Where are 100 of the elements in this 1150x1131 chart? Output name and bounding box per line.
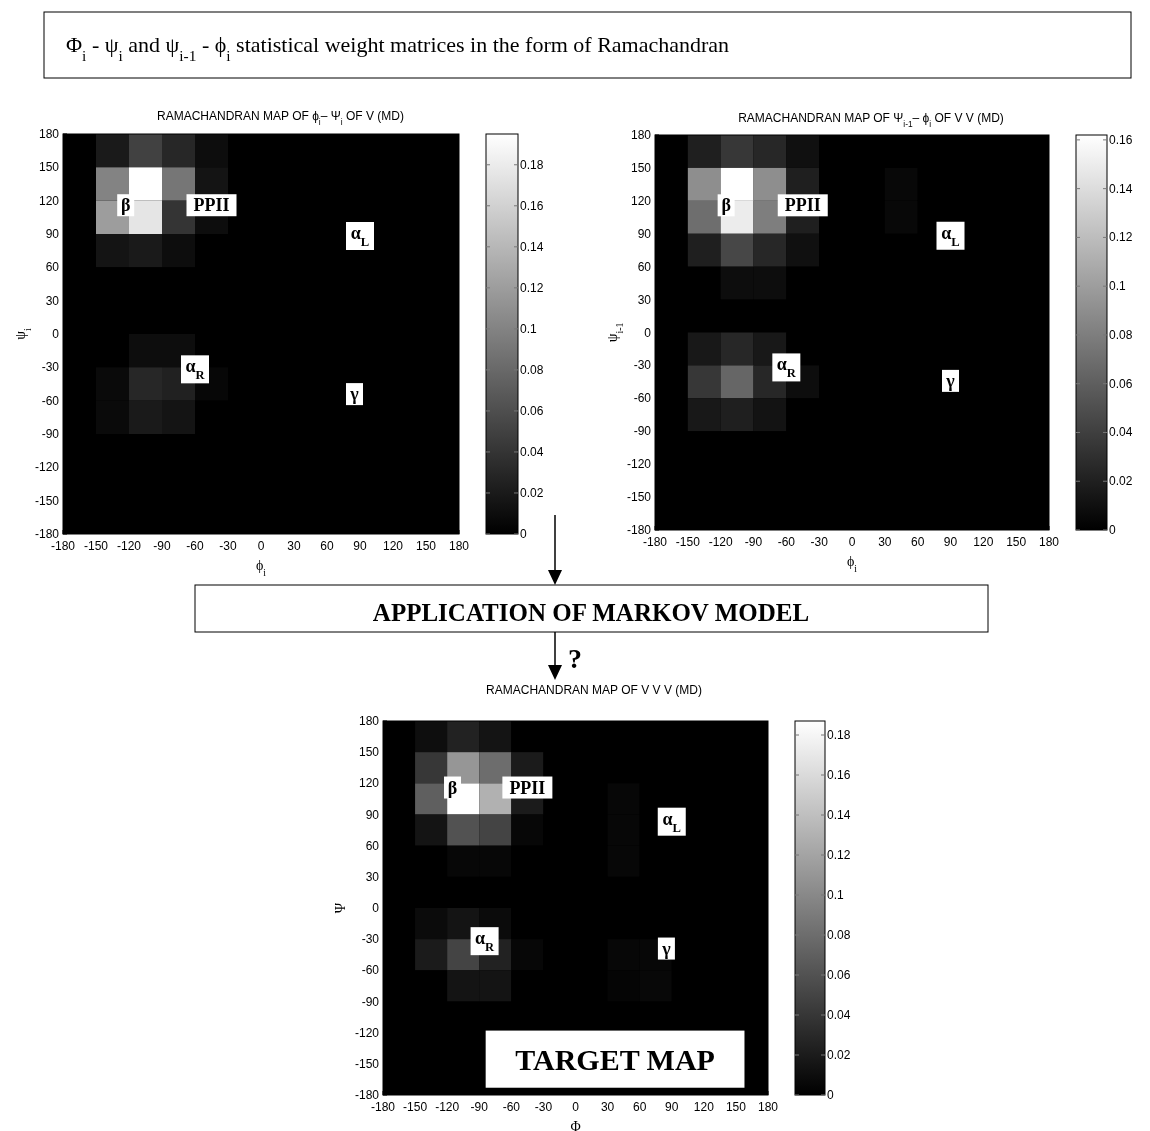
color-bar-label: 0.08 bbox=[827, 928, 851, 942]
x-tick-label: -30 bbox=[534, 1100, 553, 1114]
y-tick-label: -180 bbox=[626, 523, 652, 537]
x-axis-title: ϕ$_{i}$ bbox=[255, 558, 267, 578]
x-tick-label: 0 bbox=[848, 535, 856, 549]
annotation: PPII bbox=[193, 195, 230, 216]
x-tick-label: 60 bbox=[910, 535, 925, 549]
annotation: α$_{R}$ bbox=[185, 356, 206, 383]
x-tick-label: 150 bbox=[725, 1100, 747, 1114]
y-tick-label: -60 bbox=[41, 393, 60, 408]
x-tick-label: 0 bbox=[257, 539, 265, 553]
annotation: α$_{R}$ bbox=[475, 928, 496, 955]
y-tick-label: -30 bbox=[41, 360, 60, 375]
color-bar-label: 0 bbox=[1109, 523, 1116, 537]
x-tick-label: -90 bbox=[470, 1100, 489, 1114]
y-tick-label: -150 bbox=[626, 490, 652, 505]
x-tick-label: 120 bbox=[382, 539, 404, 553]
color-bar-label: 0.16 bbox=[827, 768, 851, 782]
y-tick-label: -90 bbox=[361, 994, 380, 1009]
color-bar-label: 0.14 bbox=[1109, 181, 1133, 196]
y-tick-label: 90 bbox=[637, 226, 652, 241]
color-bar-label: 0.06 bbox=[520, 403, 544, 418]
x-axis-title: ϕ$_{i}$ bbox=[846, 554, 858, 574]
color-bar-label: 0.08 bbox=[520, 362, 544, 377]
y-axis-title: Ψ bbox=[333, 902, 348, 914]
x-tick-label: 30 bbox=[287, 539, 301, 553]
y-tick-label: 180 bbox=[38, 127, 60, 141]
color-bar-label: 0.16 bbox=[1109, 132, 1133, 147]
y-tick-label: -90 bbox=[633, 424, 652, 439]
y-tick-label: 60 bbox=[637, 259, 652, 274]
y-tick-label: 0 bbox=[372, 901, 380, 915]
annotation: α$_{L}$ bbox=[350, 223, 370, 249]
x-tick-label: 180 bbox=[448, 539, 470, 553]
y-tick-label: -30 bbox=[633, 358, 652, 373]
y-tick-label: 150 bbox=[358, 745, 380, 760]
x-tick-label: -120 bbox=[435, 1100, 460, 1114]
annotation: β bbox=[721, 195, 731, 216]
color-bar-label: 0.12 bbox=[827, 848, 851, 862]
annotation: γ bbox=[349, 384, 360, 405]
color-bar-label: 0.12 bbox=[520, 280, 544, 295]
color-bar-label: 0.18 bbox=[827, 728, 851, 742]
color-bar-label: 0.08 bbox=[1109, 327, 1133, 342]
color-bar-label: 0.1 bbox=[520, 321, 538, 336]
y-tick-label: 60 bbox=[365, 838, 380, 853]
x-tick-label: -30 bbox=[810, 535, 829, 549]
color-bar-label: 0.06 bbox=[827, 968, 851, 982]
chart-title: RAMACHANDRAN MAP OF ϕ$_{i}$– Ψ$_{i}$ OF V (MD) bbox=[157, 109, 404, 127]
annotation: TARGET MAP bbox=[515, 1043, 715, 1077]
x-tick-label: 60 bbox=[320, 539, 334, 553]
x-tick-label: -90 bbox=[744, 535, 763, 549]
annotation: PPII bbox=[784, 195, 821, 216]
color-bar-label: 0 bbox=[827, 1088, 834, 1102]
y-tick-label: 120 bbox=[630, 193, 652, 208]
y-tick-label: -120 bbox=[34, 460, 60, 475]
color-bar-label: 0.16 bbox=[520, 198, 544, 213]
y-tick-label: -120 bbox=[354, 1025, 380, 1040]
color-bar-label: 0.06 bbox=[1109, 376, 1133, 391]
y-tick-label: 150 bbox=[38, 160, 60, 175]
x-tick-label: 30 bbox=[878, 535, 892, 549]
color-bar-label: 0.1 bbox=[827, 888, 845, 902]
y-tick-label: 60 bbox=[45, 260, 60, 275]
y-tick-label: 0 bbox=[644, 325, 652, 340]
x-tick-label: -120 bbox=[708, 535, 733, 549]
color-bar-label: 0.18 bbox=[520, 157, 544, 172]
color-bar-label: 0.14 bbox=[827, 808, 851, 822]
x-axis-title: Φ bbox=[570, 1119, 581, 1131]
chart-title: Φ$_{i}$ - ψ$_{i}$ and ψ$_{i-1}$ - ϕ$_{i}$ statistical weight matrices in the form of Ramachandran bbox=[66, 32, 730, 64]
y-tick-label: 30 bbox=[637, 292, 652, 307]
y-tick-label: 0 bbox=[52, 327, 60, 341]
annotation: PPII bbox=[509, 777, 546, 798]
x-tick-label: -60 bbox=[186, 539, 204, 553]
chart-title: RAMACHANDRAN MAP OF V V V (MD) bbox=[486, 683, 702, 697]
x-tick-label: 180 bbox=[757, 1100, 779, 1114]
x-tick-label: -90 bbox=[153, 539, 171, 553]
x-tick-label: -60 bbox=[502, 1100, 521, 1114]
x-tick-label: -150 bbox=[83, 539, 109, 553]
chart-title: RAMACHANDRAN MAP OF Ψ$_{i-1}$– ϕ$_{i}$ OF V V (MD) bbox=[738, 111, 1004, 129]
y-tick-label: 180 bbox=[630, 128, 652, 142]
x-tick-label: 150 bbox=[415, 539, 437, 553]
y-tick-label: 120 bbox=[38, 193, 60, 208]
color-bar-label: 0.02 bbox=[827, 1048, 851, 1062]
annotation: α$_{L}$ bbox=[662, 808, 681, 835]
annotation: α$_{L}$ bbox=[941, 222, 960, 249]
x-tick-label: 90 bbox=[943, 535, 958, 549]
x-tick-label: -150 bbox=[675, 535, 701, 549]
y-tick-label: 90 bbox=[45, 227, 60, 241]
y-tick-label: -150 bbox=[34, 493, 60, 508]
x-tick-label: 0 bbox=[572, 1100, 580, 1114]
y-tick-label: -180 bbox=[354, 1088, 380, 1102]
color-bar-label: 0.14 bbox=[520, 239, 544, 254]
x-tick-label: 120 bbox=[693, 1100, 715, 1114]
y-tick-label: -60 bbox=[361, 963, 380, 978]
x-tick-label: 180 bbox=[1038, 535, 1060, 549]
x-tick-label: -120 bbox=[116, 539, 142, 553]
color-bar-label: 0.04 bbox=[520, 444, 544, 459]
y-tick-label: -60 bbox=[633, 391, 652, 406]
annotation: γ bbox=[661, 938, 672, 959]
color-bar-label: 0.12 bbox=[1109, 230, 1133, 245]
y-tick-label: 180 bbox=[358, 714, 380, 728]
y-tick-label: 90 bbox=[365, 807, 380, 822]
